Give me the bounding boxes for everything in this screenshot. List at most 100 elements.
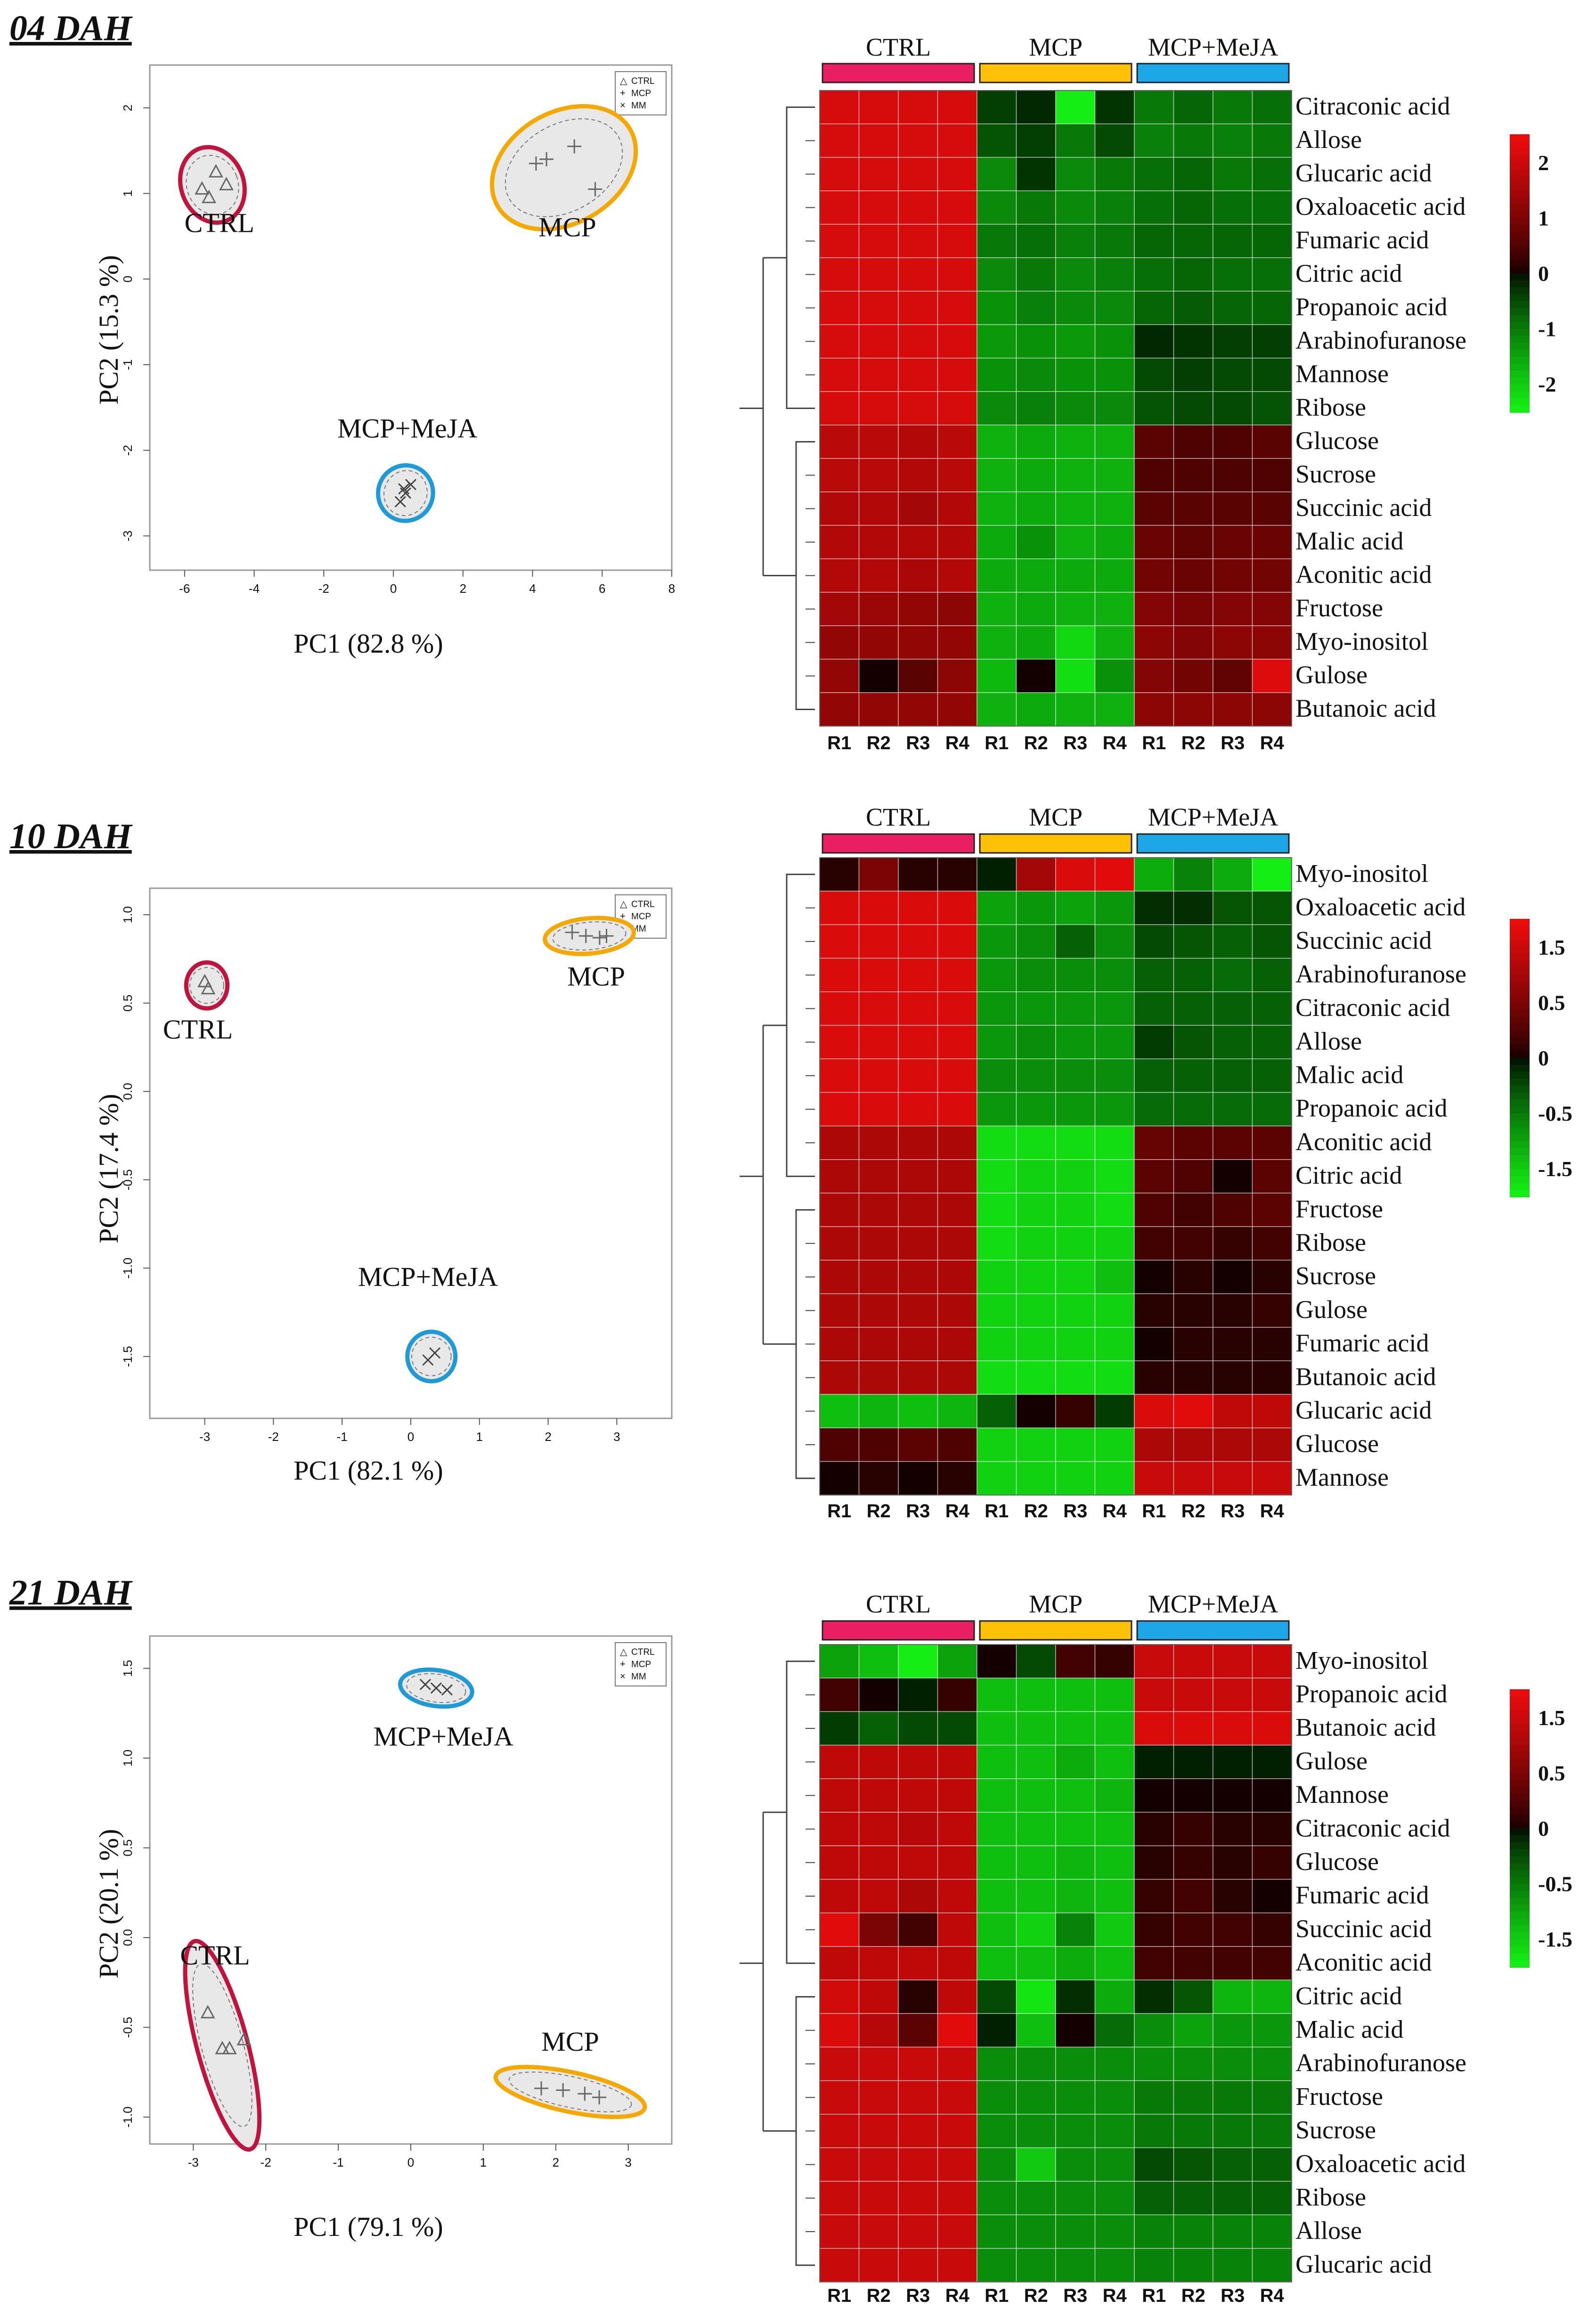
- pca-ytick-label: -1.5: [121, 1346, 135, 1367]
- heatmap-cell: [937, 123, 977, 158]
- heatmap-col-label: R1: [1142, 2285, 1166, 2306]
- panel-0: 04 DAH -6 -4 -2 0 2 4 6 8 -3 -2 -1 0 1 2 PC1 (82.8 %) PC…: [9, 8, 1556, 753]
- heatmap-cell: [898, 957, 938, 992]
- heatmap-cell: [898, 625, 938, 660]
- heatmap-cell: [858, 2214, 899, 2249]
- heatmap-cell: [1055, 123, 1096, 158]
- colorbar-segment: [1510, 196, 1530, 205]
- heatmap-cell: [1094, 1879, 1135, 1914]
- heatmap-cell: [1173, 1125, 1213, 1160]
- heatmap-cell: [819, 1744, 860, 1779]
- heatmap-cell: [937, 625, 977, 660]
- heatmap-cell: [1134, 592, 1174, 626]
- colorbar-tick-label: 1.5: [1538, 1706, 1565, 1730]
- pca-point: [599, 929, 614, 943]
- pca-xtick-label: -2: [261, 2155, 271, 2169]
- heatmap-cell: [1094, 1946, 1135, 1980]
- heatmap-cell: [937, 2181, 977, 2216]
- heatmap-cell: [977, 1427, 1017, 1462]
- heatmap-cell: [1252, 1912, 1292, 1947]
- colorbar-segment: [1510, 176, 1530, 184]
- heatmap-cell: [1134, 659, 1174, 693]
- heatmap-cell: [1094, 2046, 1135, 2081]
- pca-xtick-label: 1: [476, 1430, 483, 1444]
- heatmap-cell: [1094, 592, 1135, 626]
- heatmap-cell: [1252, 1744, 1292, 1779]
- colorbar-segment: [1510, 1960, 1530, 1968]
- heatmap-cell: [1173, 1812, 1213, 1846]
- heatmap-cell: [1213, 1427, 1253, 1462]
- heatmap-cell: [1016, 525, 1056, 559]
- heatmap-cell: [1016, 324, 1056, 359]
- heatmap-col-label: R3: [906, 733, 930, 753]
- colorbar-segment: [1510, 1731, 1530, 1739]
- heatmap-col-label: R4: [1260, 733, 1285, 753]
- colorbar-segment: [1510, 294, 1530, 302]
- pca-legend-entry: CTRL: [631, 1647, 655, 1657]
- pca-xtick-label: 2: [460, 581, 466, 596]
- heatmap-cell: [977, 391, 1017, 426]
- heatmap-cell: [858, 257, 899, 292]
- heatmap-col-label: R1: [1142, 733, 1166, 753]
- heatmap-cell: [937, 659, 977, 693]
- colorbar-segment: [1510, 377, 1530, 385]
- heatmap-cell: [977, 2013, 1017, 2048]
- heatmap-cell: [937, 1912, 977, 1947]
- pca-xtick-label: 1: [480, 2155, 487, 2169]
- heatmap-row-label: Arabinofuranose: [1295, 960, 1466, 988]
- heatmap-cell: [819, 1427, 860, 1462]
- pca-point: [429, 1347, 441, 1359]
- pca-legend-box: [615, 1642, 667, 1686]
- heatmap-cell: [1252, 2080, 1292, 2115]
- heatmap-cell: [1094, 2214, 1135, 2249]
- pca-group-label: CTRL: [180, 1940, 250, 1971]
- panel-title: 21 DAH: [9, 1573, 133, 1612]
- heatmap-row-label: Citric acid: [1295, 259, 1402, 287]
- colorbar-segment: [1510, 1828, 1530, 1836]
- heatmap-cell: [858, 2147, 899, 2182]
- heatmap-cell: [977, 1125, 1017, 1160]
- heatmap-cell: [1094, 1327, 1135, 1361]
- heatmap-cell: [1134, 991, 1174, 1026]
- heatmap-cell: [937, 558, 977, 593]
- heatmap-cell: [858, 491, 899, 526]
- pca-xtick-label: -4: [249, 581, 260, 596]
- colorbar-segment: [1510, 1724, 1530, 1732]
- heatmap-cell: [819, 224, 860, 258]
- heatmap-cell: [937, 324, 977, 359]
- heatmap-cell: [858, 558, 899, 593]
- colorbar-segment: [1510, 1023, 1530, 1031]
- heatmap-cell: [1173, 1778, 1213, 1813]
- heatmap-cell: [937, 1711, 977, 1746]
- pca-xlabel: PC1 (82.1 %): [293, 1455, 443, 1486]
- heatmap-cell: [858, 1226, 899, 1261]
- heatmap-cell: [1055, 257, 1096, 292]
- colorbar-segment: [1510, 1751, 1530, 1759]
- heatmap-cell: [937, 525, 977, 559]
- heatmap-group-label: CTRL: [866, 33, 931, 61]
- heatmap-cell: [898, 991, 938, 1026]
- colorbar-segment: [1510, 1786, 1530, 1794]
- heatmap-cell: [937, 2013, 977, 2048]
- colorbar-segment: [1510, 1898, 1530, 1906]
- heatmap-cell: [898, 1879, 938, 1914]
- heatmap-col-label: R2: [1181, 733, 1205, 753]
- pca-xtick-label: -6: [179, 581, 190, 596]
- heatmap-cell: [1094, 659, 1135, 693]
- colorbar-segment: [1510, 1710, 1530, 1718]
- heatmap-cell: [1134, 1678, 1174, 1712]
- heatmap-cell: [898, 2080, 938, 2115]
- heatmap-cell: [819, 625, 860, 660]
- heatmap-col-label: R1: [1142, 1501, 1166, 1522]
- heatmap-cell: [819, 1912, 860, 1947]
- heatmap-cell: [1173, 558, 1213, 593]
- heatmap-cell: [819, 1360, 860, 1395]
- heatmap-cell: [819, 692, 860, 727]
- colorbar-segment: [1510, 974, 1530, 982]
- heatmap-cell: [977, 558, 1017, 593]
- heatmap-cell: [858, 2046, 899, 2081]
- heatmap-cell: [819, 1193, 860, 1227]
- heatmap-cell: [1055, 1226, 1096, 1261]
- pca-xtick-label: 2: [553, 2155, 559, 2169]
- colorbar-segment: [1510, 224, 1530, 232]
